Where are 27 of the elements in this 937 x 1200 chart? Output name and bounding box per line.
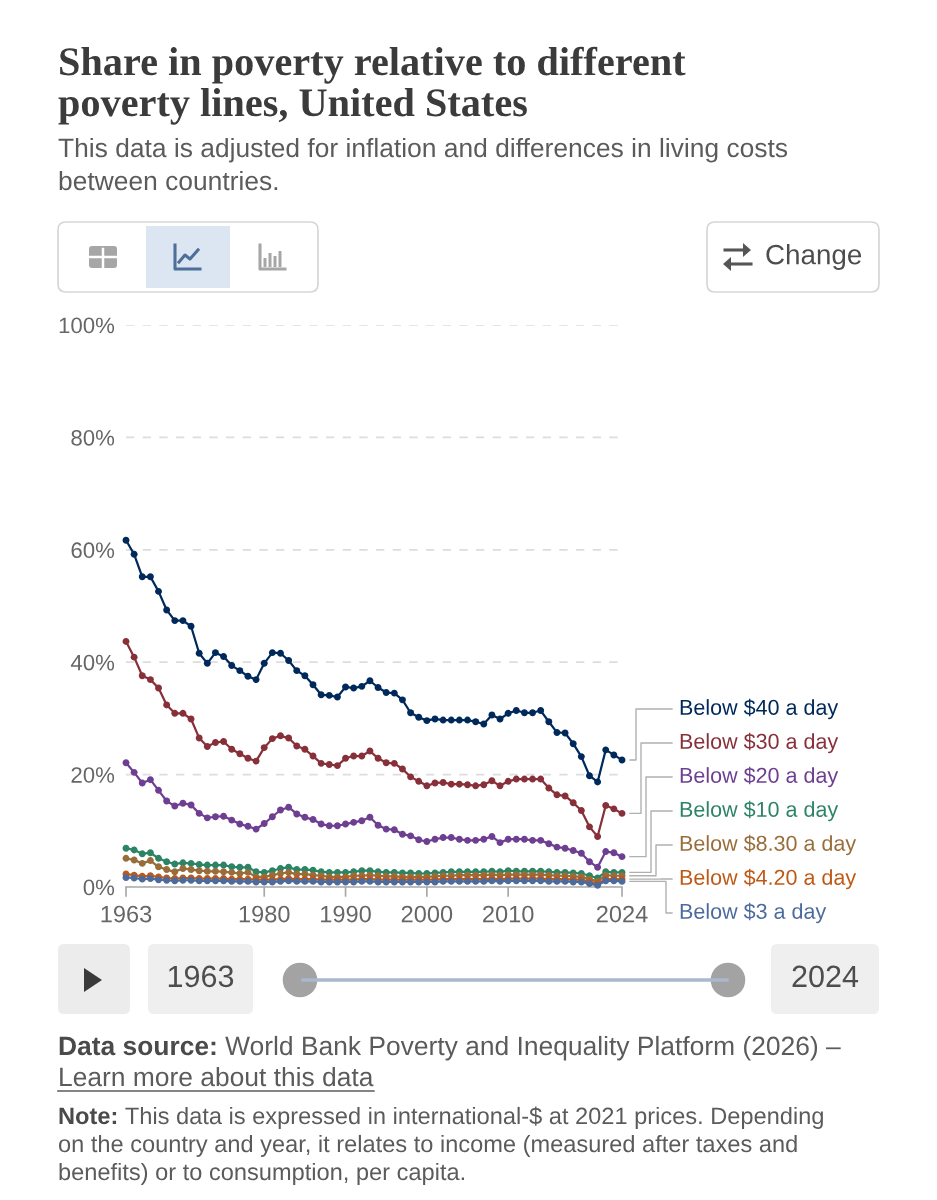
x-tick-label: 2010 [483,905,534,923]
x-tick-label: 1990 [321,905,371,923]
text: Below $30 a day [680,732,839,754]
text: Learn more about this data [60,1066,374,1087]
source-note: Data source: World Bank Poverty and Inequality Platform (2026) – [59,1035,841,1061]
text: Below $4.20 a day [680,868,857,890]
y-tick-label: 0% [83,879,115,896]
text: Below $8.30 a day [680,834,857,856]
text: Below $10 a day [680,800,839,822]
y-tick-label: 80% [71,429,115,446]
x-tick-label: 1963 [101,905,152,923]
chart-subtitle: This data is adjusted for inflation and differences in living costs between countries. [58,137,788,191]
y-tick-label: 20% [71,767,115,783]
text: Below $40 a day [680,698,839,720]
y-tick-label: 40% [70,654,115,671]
x-tick-label: 2000 [401,905,453,923]
text: 1963 [168,965,234,988]
text: Below $3 a day [680,902,827,924]
x-tick-label: 1980 [239,905,290,923]
y-tick-label: 100% [59,317,115,334]
text: 2024 [792,965,859,988]
chart-title: Share in poverty relative to different poverty lines, United States [58,46,686,125]
x-tick-label: 2024 [596,905,648,923]
y-tick-label: 60% [71,542,115,559]
text: Note: This data is expressed in international-$ at 2021 prices. Depending on the country and year, it relates to income (measured after taxes and benefits) or to consumption, per capita. [58,1106,823,1185]
text: Below $20 a day [680,766,839,788]
text: Change [766,244,862,270]
